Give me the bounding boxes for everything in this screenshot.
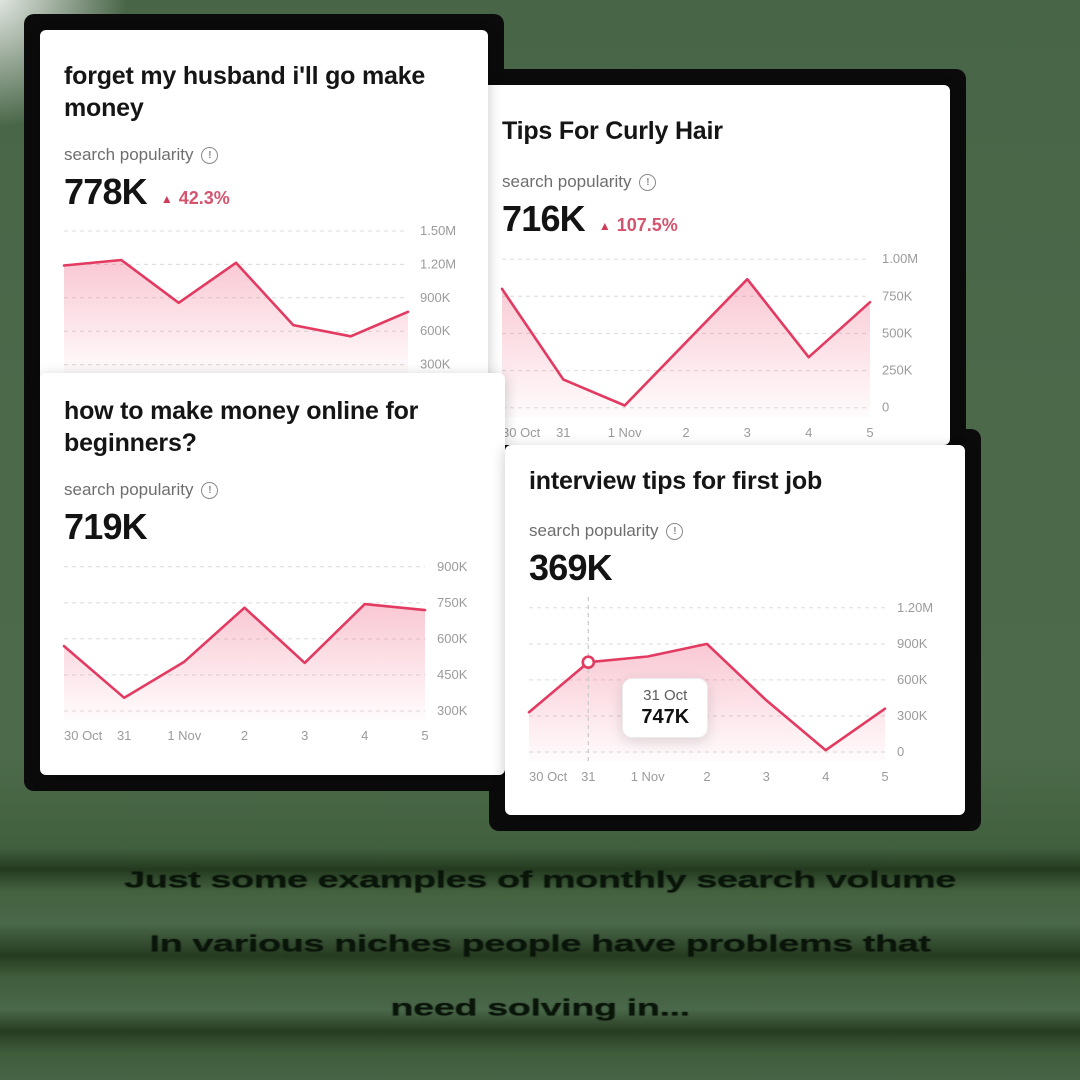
triangle-up-icon: ▲ xyxy=(598,219,611,233)
svg-text:4: 4 xyxy=(822,769,829,784)
svg-text:31: 31 xyxy=(581,769,595,784)
svg-text:30 Oct: 30 Oct xyxy=(502,425,541,440)
chart-area[interactable]: 1.20M 900K 600K 300K 0 30 Oct 31 1 Nov 2 3 4 5 31 O… xyxy=(527,597,941,787)
svg-text:250K: 250K xyxy=(882,363,913,378)
metric-value: 369K xyxy=(529,547,613,588)
svg-text:1 Nov: 1 Nov xyxy=(167,728,201,743)
metric-label-row: search popularity ! xyxy=(64,480,481,500)
chart-area[interactable]: 1.00M 750K 500K 250K 0 30 Oct 31 1 Nov 2 3 4 5 xyxy=(500,248,926,443)
card-title: how to make money online for beginners? xyxy=(64,397,419,457)
svg-text:3: 3 xyxy=(744,425,751,440)
card-title: Tips For Curly Hair xyxy=(502,117,723,145)
svg-text:750K: 750K xyxy=(882,288,913,303)
svg-text:1 Nov: 1 Nov xyxy=(608,425,642,440)
metric-row: 778K ▲ 42.3% xyxy=(64,171,464,213)
svg-text:30 Oct: 30 Oct xyxy=(529,769,568,784)
info-circle-icon[interactable]: ! xyxy=(639,173,657,191)
metric-value: 778K xyxy=(64,171,148,212)
caption-line: In various niches people have problems t… xyxy=(149,930,931,958)
svg-text:2: 2 xyxy=(703,769,710,784)
metric-label-row: search popularity ! xyxy=(529,521,941,541)
svg-text:5: 5 xyxy=(881,769,888,784)
metric-label: search popularity xyxy=(529,521,659,540)
svg-text:3: 3 xyxy=(301,728,308,743)
metric-label: search popularity xyxy=(64,480,194,499)
svg-text:300K: 300K xyxy=(897,708,928,723)
svg-text:2: 2 xyxy=(682,425,689,440)
caption-line: need solving in... xyxy=(390,994,690,1022)
change-percent: 42.3% xyxy=(178,188,230,208)
svg-text:1.00M: 1.00M xyxy=(882,251,918,266)
info-circle-icon[interactable]: ! xyxy=(666,522,684,540)
svg-text:300K: 300K xyxy=(437,703,468,718)
metric-label: search popularity xyxy=(64,145,194,164)
metric-value: 719K xyxy=(64,506,148,547)
svg-text:5: 5 xyxy=(421,728,428,743)
caption: Just some examples of monthly search vol… xyxy=(0,848,1080,1040)
svg-text:750K: 750K xyxy=(437,595,468,610)
chart-area[interactable]: 1.50M 1.20M 900K 600K 300K xyxy=(62,221,464,373)
metric-row: 716K ▲ 107.5% xyxy=(502,198,926,240)
tooltip-value: 747K xyxy=(641,706,690,729)
caption-line: Just some examples of monthly search vol… xyxy=(124,866,956,894)
svg-text:1.20M: 1.20M xyxy=(897,600,933,615)
svg-text:31: 31 xyxy=(556,425,570,440)
svg-text:900K: 900K xyxy=(437,559,468,574)
svg-text:600K: 600K xyxy=(897,672,928,687)
metric-label-row: search popularity ! xyxy=(64,145,464,165)
svg-text:1 Nov: 1 Nov xyxy=(631,769,665,784)
svg-text:500K: 500K xyxy=(882,325,913,340)
svg-text:900K: 900K xyxy=(420,290,451,305)
svg-text:4: 4 xyxy=(805,425,812,440)
card-title: forget my husband i'll go make money xyxy=(64,62,426,122)
svg-text:1.50M: 1.50M xyxy=(420,223,456,238)
search-insight-card[interactable]: interview tips for first job search popu… xyxy=(505,445,965,815)
svg-text:2: 2 xyxy=(241,728,248,743)
metric-value: 716K xyxy=(502,198,586,239)
search-insight-card[interactable]: how to make money online for beginners? … xyxy=(40,373,505,775)
search-insight-card[interactable]: forget my husband i'll go make money sea… xyxy=(40,30,488,387)
triangle-up-icon: ▲ xyxy=(160,192,173,206)
card-title: interview tips for first job xyxy=(529,467,823,495)
info-circle-icon[interactable]: ! xyxy=(201,146,219,164)
chart-tooltip: 31 Oct 747K xyxy=(622,678,709,739)
change-percent: 107.5% xyxy=(616,215,678,235)
metric-row: 369K xyxy=(529,547,941,589)
chart-area[interactable]: 900K 750K 600K 450K 300K 30 Oct 31 1 Nov 2 3 4 5 xyxy=(62,556,481,746)
svg-text:600K: 600K xyxy=(420,323,451,338)
info-circle-icon[interactable]: ! xyxy=(201,481,219,499)
tooltip-date: 31 Oct xyxy=(643,687,688,705)
svg-text:3: 3 xyxy=(763,769,770,784)
svg-text:0: 0 xyxy=(882,400,889,415)
svg-text:300K: 300K xyxy=(420,357,451,372)
svg-text:31: 31 xyxy=(117,728,131,743)
change-badge: ▲ 107.5% xyxy=(599,215,678,236)
svg-text:600K: 600K xyxy=(437,631,468,646)
search-insight-card[interactable]: Tips For Curly Hair search popularity ! … xyxy=(478,85,950,445)
svg-text:0: 0 xyxy=(897,744,904,759)
svg-text:30 Oct: 30 Oct xyxy=(64,728,103,743)
change-badge: ▲ 42.3% xyxy=(161,188,230,209)
metric-label-row: search popularity ! xyxy=(502,172,926,192)
svg-text:900K: 900K xyxy=(897,636,928,651)
svg-text:1.20M: 1.20M xyxy=(420,256,456,271)
metric-label: search popularity xyxy=(502,172,632,191)
svg-text:450K: 450K xyxy=(437,667,468,682)
svg-text:4: 4 xyxy=(361,728,368,743)
metric-row: 719K xyxy=(64,506,481,548)
svg-text:5: 5 xyxy=(866,425,873,440)
